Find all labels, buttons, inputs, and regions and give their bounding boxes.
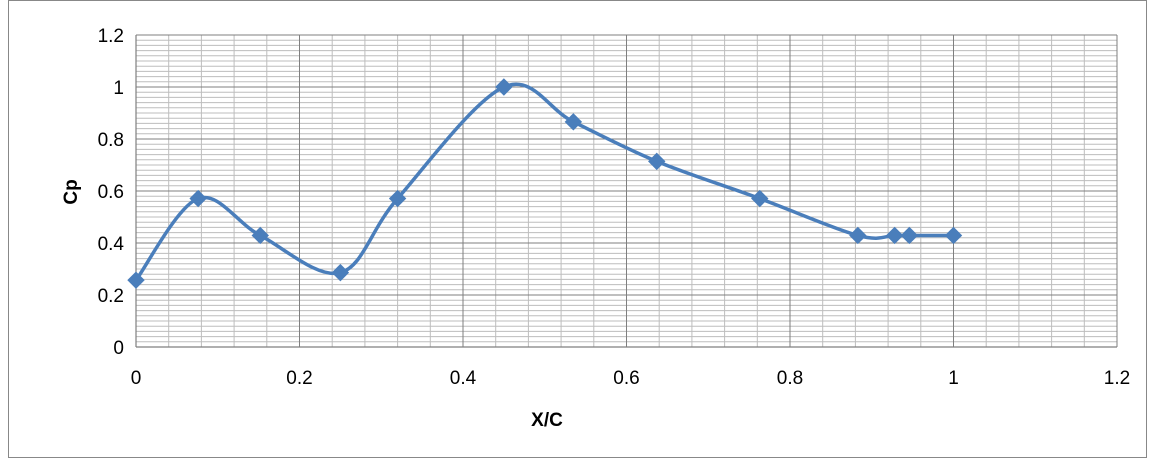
data-point-marker [648, 152, 666, 171]
y-tick-label: 1 [113, 78, 124, 99]
x-tick-labels: 0 0.2 0.4 0.6 0.8 1 1.2 [131, 368, 1131, 389]
data-point-marker [751, 189, 769, 208]
data-point-marker [944, 226, 963, 245]
data-point-marker [388, 189, 407, 208]
data-point-marker [127, 271, 145, 289]
x-tick-label: 0.4 [450, 368, 477, 389]
series-line [134, 82, 954, 282]
y-tick-label: 0.6 [98, 182, 124, 203]
y-tick-label: 0.2 [98, 286, 124, 307]
y-axis-title: Cp [61, 179, 82, 204]
data-point-marker [564, 113, 583, 131]
y-tick-label: 0.4 [98, 234, 125, 255]
series-group [127, 78, 963, 289]
axes [135, 35, 1117, 348]
x-tick-label: 0.8 [777, 368, 803, 389]
x-tick-label: 0.6 [613, 368, 639, 389]
x-tick-label: 0 [131, 368, 142, 389]
data-point-marker [251, 226, 269, 245]
x-axis-title: X/C [531, 410, 563, 431]
x-tick-label: 1.2 [1104, 368, 1130, 389]
data-point-marker [331, 263, 350, 282]
y-tick-labels: 0 0.2 0.4 0.6 0.8 1 1.2 [98, 26, 125, 359]
data-point-marker [900, 226, 919, 245]
y-tick-label: 0.8 [98, 130, 124, 151]
x-tick-label: 0.2 [286, 368, 312, 389]
y-tick-label: 0 [113, 338, 124, 359]
data-point-marker [189, 189, 207, 208]
data-point-marker [885, 226, 904, 245]
data-point-marker [849, 226, 867, 245]
data-point-marker [495, 78, 513, 96]
y-tick-label: 1.2 [98, 26, 124, 47]
x-tick-label: 1 [948, 368, 959, 389]
